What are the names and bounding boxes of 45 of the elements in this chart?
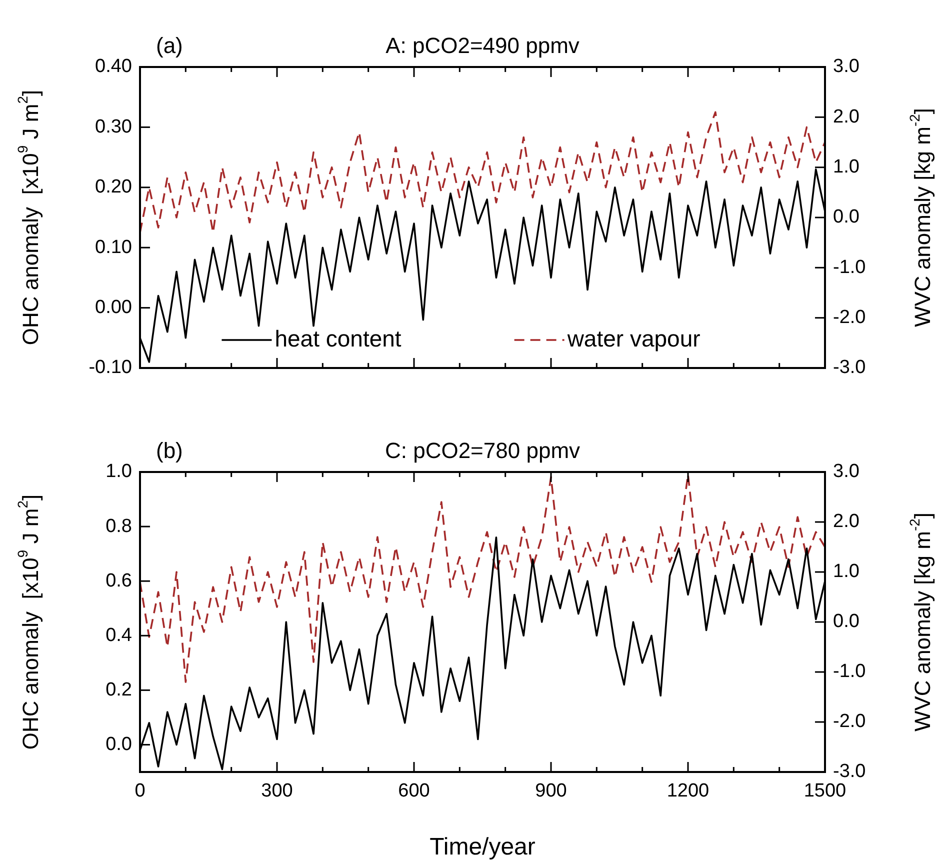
- x-tick-label: 1200: [666, 780, 710, 802]
- y-tick-label: 0.4: [106, 624, 132, 646]
- y2-tick-label: -3.0: [833, 357, 866, 378]
- y-tick-label: 0.0: [106, 734, 132, 755]
- y-tick-label: 0.30: [95, 116, 132, 138]
- line-series: [140, 111, 825, 234]
- x-tick-label: 300: [261, 780, 293, 802]
- legend-label: water vapour: [566, 325, 701, 352]
- chart-title: A: pCO2=490 ppmv: [386, 33, 580, 58]
- y-tick-label: 1.0: [106, 461, 132, 482]
- y2-tick-label: 0.0: [833, 611, 860, 632]
- y-tick-label: 0.00: [95, 297, 132, 318]
- text: (a): [156, 33, 183, 58]
- chart-title: C: pCO2=780 ppmv: [384, 438, 580, 464]
- y2-tick-label: -1.0: [833, 661, 866, 682]
- y2-tick-label: -2.0: [833, 307, 866, 328]
- y2-axis-title: WVC anomaly [kg m-2]: [906, 108, 936, 328]
- x-axis-title: Time/year: [430, 834, 536, 861]
- y2-tick-label: -3.0: [833, 761, 866, 782]
- y-tick-label: 0.10: [95, 236, 132, 258]
- x-tick-label: 600: [398, 780, 430, 802]
- x-tick-label: 900: [535, 780, 567, 802]
- x-tick-label: 0: [134, 780, 146, 802]
- y2-tick-label: 1.0: [833, 561, 860, 582]
- y2-tick-label: 3.0: [833, 461, 860, 482]
- y-tick-label: 0.20: [95, 176, 132, 198]
- y2-tick-label: 1.0: [833, 156, 860, 178]
- line-series: [140, 474, 825, 683]
- y-axis-title: OHC anomaly [x109 J m2]: [14, 494, 44, 750]
- y-tick-label: -0.10: [88, 357, 132, 378]
- x-tick-label: 1500: [804, 780, 846, 802]
- y2-tick-label: 2.0: [833, 106, 860, 128]
- y2-tick-label: 0.0: [833, 206, 860, 228]
- y2-tick-label: -2.0: [833, 711, 866, 732]
- y-tick-label: 0.40: [95, 56, 132, 78]
- y2-tick-label: 2.0: [833, 511, 860, 532]
- y2-tick-label: -1.0: [833, 256, 866, 278]
- y2-tick-label: 3.0: [833, 56, 860, 78]
- y-tick-label: 0.8: [106, 516, 132, 537]
- y-axis-title: OHC anomaly [x109 J m2]: [14, 90, 44, 346]
- y-tick-label: 0.6: [106, 570, 132, 592]
- y2-axis-title: WVC anomaly [kg m-2]: [906, 512, 936, 732]
- legend-label: heat content: [274, 325, 402, 352]
- y-tick-label: 0.2: [106, 679, 132, 700]
- text: (b): [156, 438, 183, 464]
